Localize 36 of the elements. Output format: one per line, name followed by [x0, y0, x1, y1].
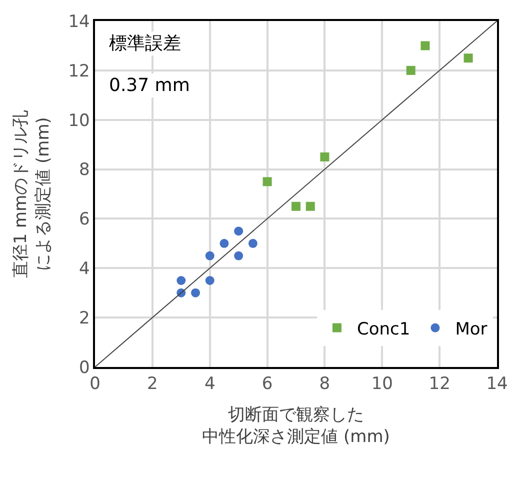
point — [420, 41, 430, 50]
point — [306, 202, 315, 211]
x-tick-label: 4 — [204, 374, 216, 394]
point — [262, 177, 272, 186]
y-tick-label: 6 — [79, 210, 90, 230]
x-tick-label: 10 — [371, 374, 393, 394]
annotation: 標準誤差 — [109, 33, 181, 54]
x-tick-label: 12 — [428, 374, 450, 394]
y-tick-label: 10 — [68, 110, 90, 131]
point — [292, 202, 300, 211]
x-tick-label: 14 — [486, 374, 508, 394]
y-axis-title: 直径1 mmのドリル孔による測定値 (mm) — [11, 110, 54, 278]
y-tick-label: 4 — [79, 259, 90, 280]
y-tick-label: 2 — [79, 308, 90, 329]
point — [320, 152, 330, 162]
y-tick-label: 0 — [79, 358, 90, 378]
point — [234, 251, 244, 260]
point — [205, 276, 214, 285]
point — [234, 226, 244, 236]
point — [205, 251, 214, 260]
x-tick-label: 6 — [262, 374, 273, 394]
point — [464, 54, 473, 63]
x-axis-title: 切断面で観察した中性化深さ測定値 (mm) — [202, 405, 390, 448]
point — [191, 288, 200, 298]
x-tick-label: 2 — [147, 374, 158, 394]
point — [406, 66, 416, 75]
legend-label: Conc1 — [356, 319, 410, 340]
y-tick-label: 12 — [68, 61, 90, 82]
legend-label: Mor — [455, 319, 488, 340]
x-tick-label: 8 — [319, 374, 330, 394]
point — [176, 276, 186, 285]
y-tick-label: 8 — [79, 160, 90, 180]
point — [248, 238, 258, 248]
point — [220, 238, 229, 248]
annotation: 0.37 mm — [109, 75, 190, 96]
y-tick-label: 14 — [68, 12, 90, 32]
